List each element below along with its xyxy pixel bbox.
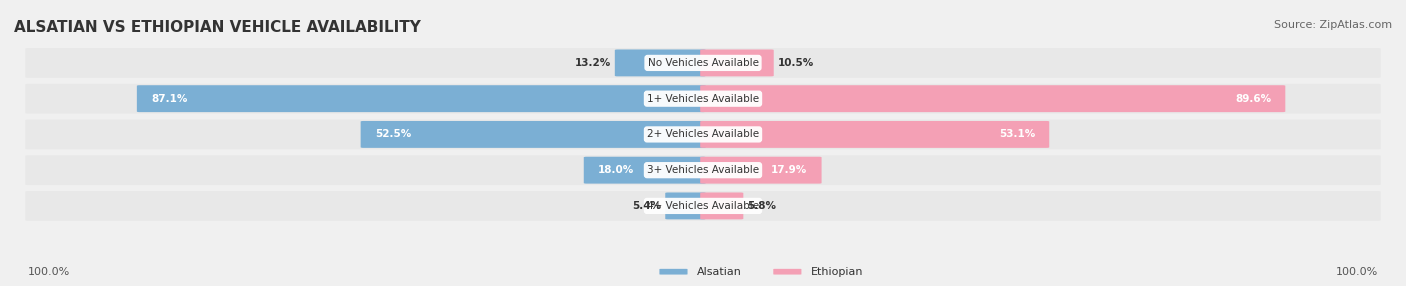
Text: 53.1%: 53.1% bbox=[998, 130, 1035, 139]
FancyBboxPatch shape bbox=[700, 192, 744, 219]
Text: 5.8%: 5.8% bbox=[748, 201, 776, 211]
Text: 3+ Vehicles Available: 3+ Vehicles Available bbox=[647, 165, 759, 175]
Text: 87.1%: 87.1% bbox=[150, 94, 187, 104]
FancyBboxPatch shape bbox=[700, 85, 1285, 112]
Text: 13.2%: 13.2% bbox=[574, 58, 610, 68]
Text: 10.5%: 10.5% bbox=[778, 58, 814, 68]
Text: Source: ZipAtlas.com: Source: ZipAtlas.com bbox=[1274, 20, 1392, 30]
FancyBboxPatch shape bbox=[614, 49, 706, 76]
FancyBboxPatch shape bbox=[25, 155, 1381, 185]
Text: 18.0%: 18.0% bbox=[598, 165, 634, 175]
Text: Alsatian: Alsatian bbox=[697, 267, 742, 277]
FancyBboxPatch shape bbox=[700, 49, 773, 76]
FancyBboxPatch shape bbox=[700, 157, 821, 184]
Text: 100.0%: 100.0% bbox=[28, 267, 70, 277]
FancyBboxPatch shape bbox=[25, 84, 1381, 114]
Text: 5.4%: 5.4% bbox=[631, 201, 661, 211]
FancyBboxPatch shape bbox=[360, 121, 706, 148]
FancyBboxPatch shape bbox=[665, 192, 706, 219]
Text: 1+ Vehicles Available: 1+ Vehicles Available bbox=[647, 94, 759, 104]
Text: 100.0%: 100.0% bbox=[1336, 267, 1378, 277]
FancyBboxPatch shape bbox=[700, 121, 1049, 148]
FancyBboxPatch shape bbox=[25, 120, 1381, 149]
Text: No Vehicles Available: No Vehicles Available bbox=[648, 58, 758, 68]
Text: ALSATIAN VS ETHIOPIAN VEHICLE AVAILABILITY: ALSATIAN VS ETHIOPIAN VEHICLE AVAILABILI… bbox=[14, 20, 420, 35]
FancyBboxPatch shape bbox=[773, 269, 801, 275]
FancyBboxPatch shape bbox=[25, 48, 1381, 78]
FancyBboxPatch shape bbox=[583, 157, 706, 184]
Text: 89.6%: 89.6% bbox=[1234, 94, 1271, 104]
Text: 2+ Vehicles Available: 2+ Vehicles Available bbox=[647, 130, 759, 139]
Text: 52.5%: 52.5% bbox=[374, 130, 411, 139]
FancyBboxPatch shape bbox=[25, 191, 1381, 221]
Text: 17.9%: 17.9% bbox=[772, 165, 807, 175]
FancyBboxPatch shape bbox=[136, 85, 706, 112]
Text: 4+ Vehicles Available: 4+ Vehicles Available bbox=[647, 201, 759, 211]
Text: Ethiopian: Ethiopian bbox=[811, 267, 863, 277]
FancyBboxPatch shape bbox=[659, 269, 688, 275]
